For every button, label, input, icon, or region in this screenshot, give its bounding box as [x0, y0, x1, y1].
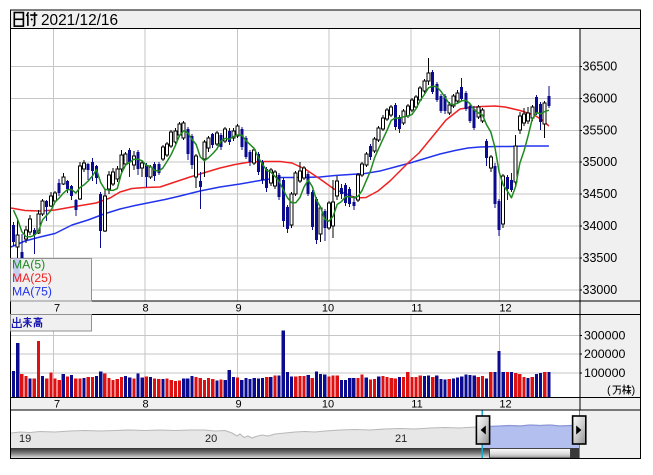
- svg-text:11: 11: [411, 303, 422, 315]
- svg-text:35500: 35500: [583, 123, 618, 137]
- svg-text:36000: 36000: [583, 91, 618, 105]
- svg-text:2021/12/16: 2021/12/16: [41, 12, 118, 29]
- svg-text:36500: 36500: [583, 60, 618, 74]
- svg-text:21: 21: [395, 433, 407, 445]
- svg-text:12: 12: [499, 303, 511, 315]
- svg-text:33500: 33500: [583, 251, 618, 265]
- svg-text:33000: 33000: [583, 283, 618, 297]
- svg-text:34500: 34500: [583, 187, 618, 201]
- svg-text:200000: 200000: [584, 347, 625, 361]
- svg-text:7: 7: [54, 303, 60, 315]
- svg-text:35000: 35000: [583, 155, 618, 169]
- svg-text:19: 19: [19, 433, 31, 445]
- svg-text:100000: 100000: [584, 366, 625, 380]
- svg-text:): ): [632, 385, 636, 397]
- svg-text:300000: 300000: [584, 329, 625, 343]
- svg-text:MA(5): MA(5): [12, 258, 45, 272]
- svg-text:10: 10: [322, 399, 334, 411]
- svg-text:20: 20: [205, 433, 217, 445]
- svg-text:(: (: [607, 385, 611, 397]
- svg-text:7: 7: [54, 399, 60, 411]
- svg-text:MA(25): MA(25): [12, 271, 52, 285]
- svg-text:8: 8: [142, 399, 148, 411]
- svg-text:34000: 34000: [583, 219, 618, 233]
- svg-text:MA(75): MA(75): [12, 285, 52, 299]
- svg-text:10: 10: [322, 303, 334, 315]
- svg-text:11: 11: [411, 399, 422, 411]
- svg-text:9: 9: [235, 303, 241, 315]
- svg-text:8: 8: [142, 303, 148, 315]
- svg-text:9: 9: [235, 399, 241, 411]
- svg-text:12: 12: [499, 399, 511, 411]
